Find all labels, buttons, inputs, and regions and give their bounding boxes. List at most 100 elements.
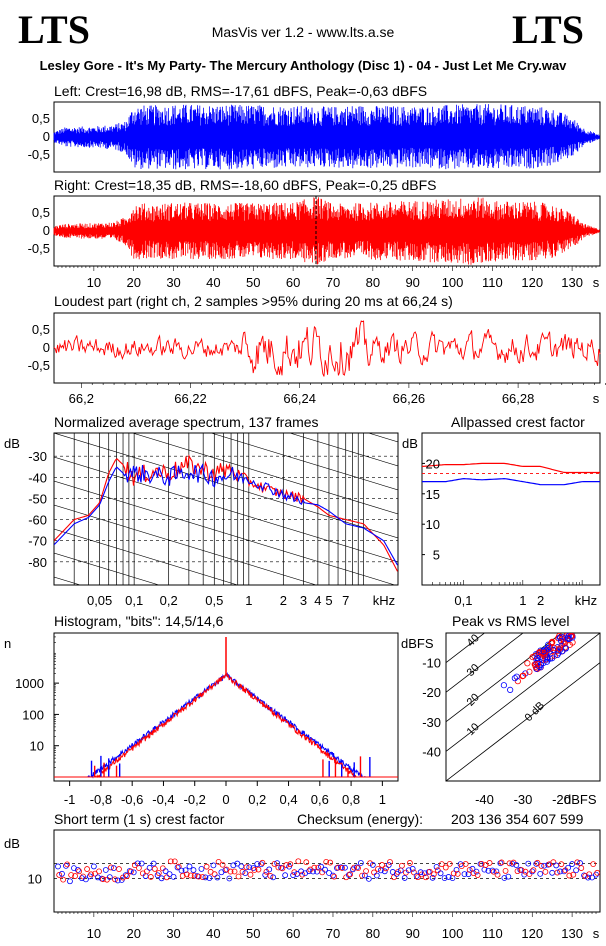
time-tick-label-50: 50 (246, 275, 260, 290)
shortcrest-point (490, 868, 497, 875)
shortcrest-point (357, 860, 364, 866)
right-waveform-trace (53, 197, 600, 265)
time-tick-label-90: 90 (405, 926, 419, 941)
shortcrest-point (367, 860, 373, 867)
shortcrest-point (327, 859, 334, 866)
shortcrest-point (76, 868, 83, 875)
shortcrest-point (124, 873, 130, 879)
peakrms-point (507, 686, 514, 693)
spectrum-ytick-2: -50 (28, 491, 47, 506)
shortcrest-point (306, 868, 312, 875)
shortcrest-point (195, 873, 202, 880)
spectrum-slope-line (54, 480, 396, 585)
shortcrest-point (326, 870, 332, 876)
histogram-xtick-8: 0,6 (311, 792, 329, 807)
shortcrest-point (421, 870, 428, 877)
shortcrest-point (387, 859, 393, 865)
logo-left: LTS (18, 7, 90, 52)
shortcrest-point (170, 873, 177, 880)
allpass-ytick-0: 20 (426, 456, 440, 471)
time-tick-label-60: 60 (286, 275, 300, 290)
shortcrest-point (122, 872, 129, 879)
shortcrest-point (106, 874, 113, 881)
shortcrest-point (243, 864, 250, 871)
shortcrest-point (433, 864, 440, 870)
shortcrest-point (322, 866, 328, 873)
shortcrest-point (405, 867, 412, 874)
spectrum-series-1 (54, 463, 398, 566)
histogram-xtick-7: 0,4 (280, 792, 298, 807)
allpass-xtick-2: 2 (537, 593, 544, 608)
time-tick-label-100: 100 (442, 275, 464, 290)
spectrum-inner (54, 433, 398, 585)
spectrum-series-0 (54, 454, 398, 572)
shortcrest-point (56, 872, 63, 878)
shortcrest-point (238, 863, 245, 870)
histogram-plot: 1000 100 10 -1 -0,8 -0,6 -0,4 -0,2 0 0,2 0,4 0,6 0,8… (15, 636, 398, 807)
time-tick-label-20: 20 (126, 275, 140, 290)
spectrum-ytick-5: -80 (28, 555, 47, 570)
shortcrest-point (143, 868, 150, 875)
shortcrest-point (210, 862, 217, 869)
peakrms-ytick-3: -40 (422, 744, 441, 759)
loudest-ytick-1: 0 (43, 340, 50, 355)
shortcrest-point (102, 867, 109, 873)
shortcrest-point (266, 866, 273, 873)
file-name: Lesley Gore - It's My Party- The Mercury… (39, 58, 567, 73)
spectrum-slope-line (288, 433, 398, 467)
shortcrest-point (537, 870, 544, 877)
shortcrest-point (554, 869, 561, 876)
peakrms-diag-label-2: 20 (465, 691, 482, 708)
shortcrest-point (203, 863, 210, 870)
allpass-ytick-2: 10 (426, 517, 440, 532)
peakrms-point (524, 660, 531, 667)
shortcrest-point (414, 874, 421, 881)
shortcrest-point (60, 876, 67, 883)
shortcrest-point (525, 860, 532, 867)
peakrms-point (558, 637, 565, 645)
logo-right: LTS (512, 7, 584, 52)
shortcrest-point (88, 871, 94, 878)
shortcrest-point (478, 860, 485, 867)
time-tick-label-120: 120 (521, 926, 543, 941)
time-tick-label-110: 110 (482, 926, 503, 941)
time-tick-label-130: 130 (561, 275, 583, 290)
spectrum-ytick-1: -40 (28, 470, 47, 485)
shortcrest-point (96, 868, 102, 875)
shortcrest-point (227, 868, 234, 875)
shortcrest-point (90, 863, 97, 870)
loudest-tick-label-0: 66,2 (69, 391, 94, 406)
shortcrest-point (206, 875, 213, 881)
shortcrest-point (128, 868, 134, 875)
shortcrest-point (353, 864, 360, 871)
time-tick-label-60: 60 (286, 926, 300, 941)
shortcrest-point (282, 872, 289, 879)
spectrum-xtick-7: 4 (314, 593, 321, 608)
histogram-ytick-0: 1000 (15, 676, 44, 691)
shortcrest-point (377, 867, 384, 874)
shortcrest-plot: 10 (28, 858, 601, 886)
shortcrest-point (299, 871, 306, 878)
left-channel-panel: Left: Crest=16,98 dB, RMS=-17,61 dBFS, P… (28, 83, 601, 173)
shortcrest-point (246, 864, 253, 871)
shortcrest-point (147, 874, 154, 880)
shortcrest-point (258, 861, 265, 868)
shortcrest-point (84, 866, 90, 872)
peakrms-ytick-0: -10 (422, 656, 441, 671)
peakrms-xtick-2: -20 (552, 792, 571, 807)
histogram-xtick-9: 0,8 (342, 792, 360, 807)
shortcrest-point (247, 871, 254, 878)
peakrms-point (540, 648, 547, 655)
shortcrest-point (574, 859, 581, 866)
peakrms-ytick-1: -20 (422, 685, 441, 700)
shortcrest-point (215, 858, 222, 865)
shortcrest-point (454, 870, 461, 877)
time-tick-label-30: 30 (166, 926, 180, 941)
shortcrest-point (335, 864, 342, 871)
shortcrest-point (506, 860, 513, 867)
shortcrest-point (369, 861, 376, 868)
peakrms-diag-label-1: 30 (465, 662, 482, 679)
shortcrest-point (78, 875, 85, 882)
shortcrest-ytick-0: 10 (28, 871, 42, 886)
shortcrest-point (234, 860, 241, 867)
